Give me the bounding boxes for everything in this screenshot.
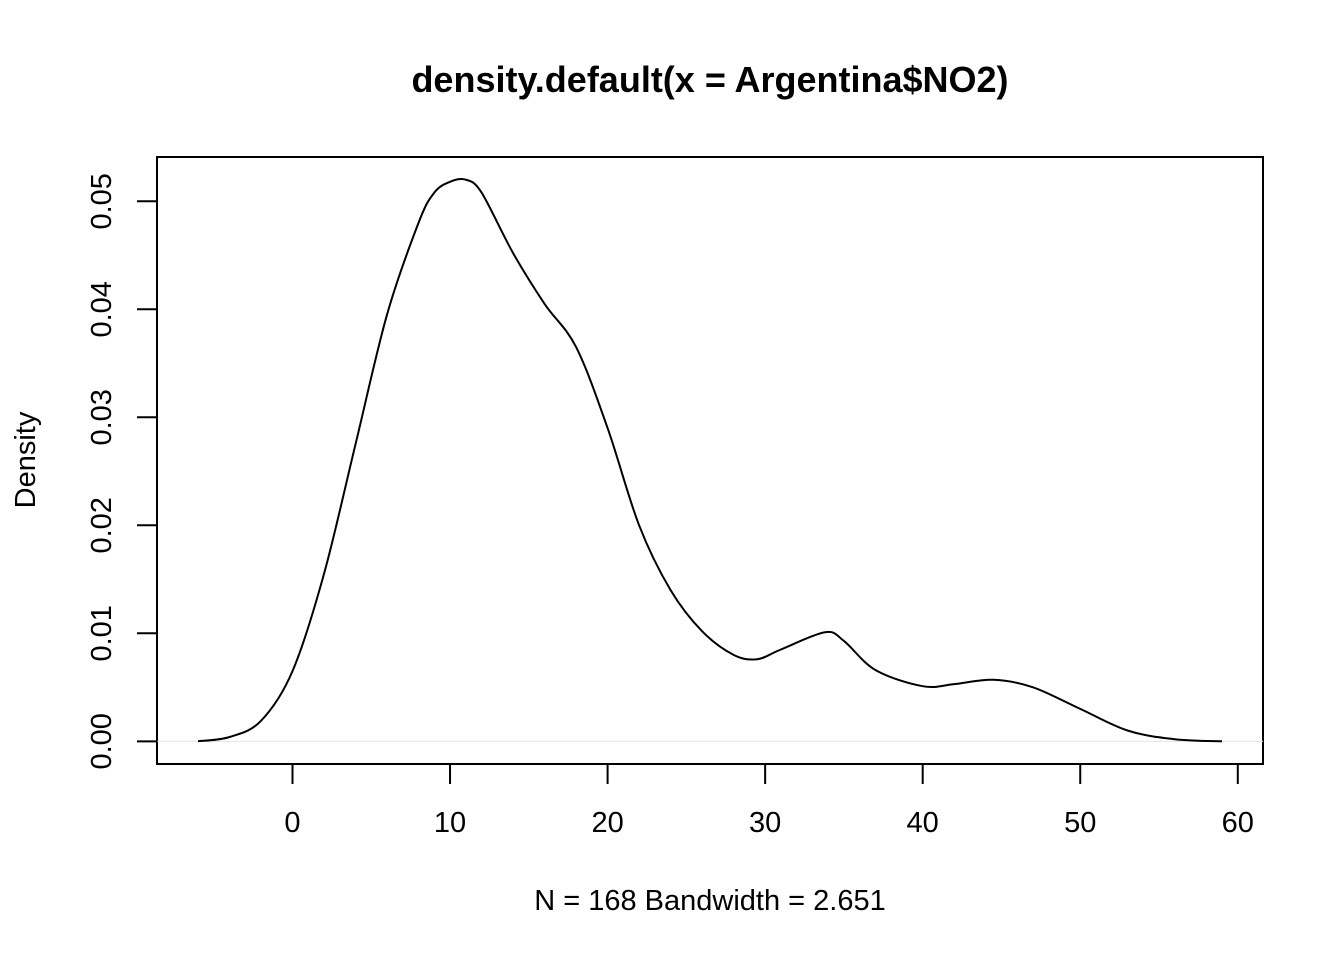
y-tick-label: 0.03 bbox=[86, 389, 118, 445]
y-tick-label: 0.04 bbox=[86, 281, 118, 337]
x-tick-label: 50 bbox=[1064, 807, 1096, 839]
y-tick-label: 0.01 bbox=[86, 605, 118, 661]
y-tick-label: 0.02 bbox=[86, 497, 118, 553]
plot-area-box bbox=[156, 156, 1264, 765]
chart-title: density.default(x = Argentina$NO2) bbox=[411, 59, 1008, 100]
x-axis: 0 10 20 30 40 50 60 bbox=[284, 763, 1254, 839]
x-tick-label: 40 bbox=[907, 807, 939, 839]
density-curve bbox=[197, 177, 1223, 743]
x-tick-label: 60 bbox=[1222, 807, 1254, 839]
x-axis-label: N = 168 Bandwidth = 2.651 bbox=[534, 885, 885, 917]
y-axis-label: Density bbox=[10, 411, 42, 508]
y-tick-label: 0.00 bbox=[86, 713, 118, 769]
x-tick-label: 20 bbox=[591, 807, 623, 839]
x-tick-label: 10 bbox=[434, 807, 466, 839]
y-axis: 0.00 0.01 0.02 0.03 0.04 0.05 bbox=[86, 173, 158, 770]
x-tick-label: 30 bbox=[749, 807, 781, 839]
x-tick-label: 0 bbox=[284, 807, 300, 839]
y-tick-label: 0.05 bbox=[86, 173, 118, 229]
